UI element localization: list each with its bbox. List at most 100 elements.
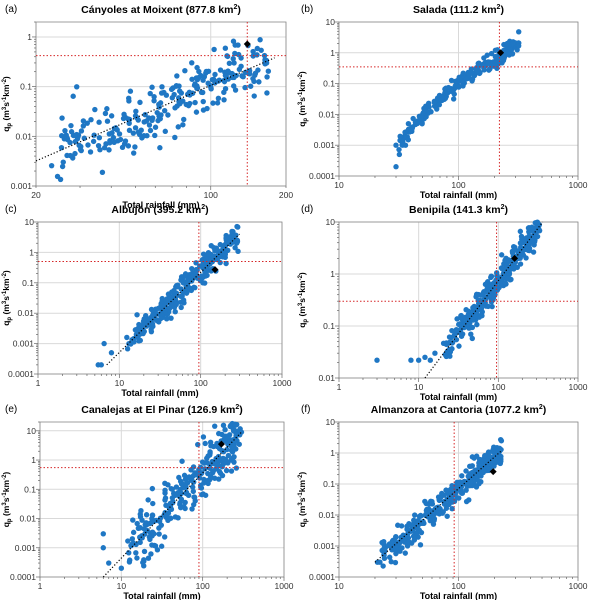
trend-line: [35, 57, 275, 162]
data-point: [101, 145, 108, 151]
data-point: [59, 163, 66, 170]
data-point: [397, 133, 403, 139]
data-point: [208, 251, 214, 258]
data-point: [204, 272, 210, 279]
data-point: [230, 445, 236, 451]
data-point: [184, 480, 191, 486]
data-point: [133, 108, 139, 114]
data-point: [411, 522, 417, 529]
data-point: [208, 443, 214, 449]
data-point: [257, 37, 263, 43]
data-point: [223, 467, 230, 474]
x-axis-label: Total rainfall (mm): [420, 591, 497, 600]
data-point: [175, 124, 181, 130]
data-point: [252, 72, 258, 78]
data-point: [181, 273, 187, 280]
data-point: [393, 164, 399, 170]
data-point: [466, 308, 472, 315]
data-point: [171, 91, 177, 98]
data-point: [162, 480, 168, 487]
data-point: [99, 169, 106, 176]
data-point: [212, 71, 218, 78]
data-point: [438, 94, 445, 101]
data-point: [412, 512, 418, 518]
x-tick-label: 100: [451, 581, 465, 591]
data-point: [191, 494, 197, 500]
data-point: [467, 479, 474, 485]
y-tick-label: 0.001: [13, 339, 35, 349]
y-tick-label: 0.0001: [309, 572, 335, 582]
data-point: [381, 538, 387, 545]
data-point: [141, 526, 148, 532]
data-point: [158, 543, 165, 549]
x-tick-label: 1000: [569, 382, 588, 392]
y-tick-label: 0.01: [318, 373, 335, 383]
data-point: [211, 244, 217, 251]
data-point: [509, 40, 516, 47]
trend-line: [106, 233, 240, 366]
data-point: [406, 539, 413, 546]
data-point: [118, 565, 125, 571]
data-point: [163, 92, 170, 98]
data-point: [506, 267, 512, 273]
data-point: [231, 60, 237, 66]
data-point: [157, 145, 163, 151]
plot-frame: [338, 221, 579, 379]
data-point: [231, 459, 237, 465]
y-tick-label: 0.0001: [8, 369, 34, 379]
data-point: [408, 528, 414, 534]
data-point: [239, 73, 246, 80]
data-point: [415, 517, 422, 524]
data-point: [479, 313, 485, 319]
data-point: [461, 478, 468, 485]
x-tick-label: 10: [334, 180, 344, 190]
data-point: [234, 239, 240, 246]
y-axis-label: qp (m3s-1km-2): [297, 472, 309, 528]
data-point: [478, 473, 484, 479]
panel-label: (e): [5, 404, 17, 415]
data-point: [238, 429, 245, 435]
data-point: [199, 262, 205, 269]
y-axis-label: qp (m3s-1km-2): [1, 270, 13, 326]
data-point: [126, 127, 133, 134]
data-point: [147, 520, 153, 527]
data-point: [411, 532, 418, 539]
data-point: [166, 505, 173, 511]
data-point: [232, 87, 239, 93]
data-point: [231, 439, 238, 446]
data-point: [486, 67, 492, 73]
data-point: [256, 79, 262, 85]
data-point: [492, 47, 499, 53]
data-point: [386, 543, 393, 549]
data-point: [427, 518, 433, 524]
data-point: [126, 550, 132, 556]
data-point: [450, 96, 457, 102]
data-point: [454, 485, 460, 491]
data-point: [483, 460, 490, 466]
data-point: [130, 150, 137, 156]
data-point: [393, 142, 399, 148]
x-tick-label: 1: [38, 581, 43, 591]
data-point: [80, 118, 87, 124]
data-point: [148, 551, 154, 557]
data-point: [143, 512, 150, 518]
panel-label: (d): [301, 204, 313, 215]
data-point: [232, 42, 238, 48]
data-point: [81, 135, 87, 141]
data-point: [191, 501, 197, 508]
y-tick-label: 1: [330, 448, 335, 458]
data-point: [460, 315, 466, 322]
highlight-diamond-marker: [511, 254, 519, 262]
data-point: [193, 109, 200, 115]
data-point: [85, 142, 91, 148]
data-point: [106, 560, 112, 566]
data-point: [205, 262, 211, 269]
data-point: [147, 536, 153, 543]
data-point: [173, 484, 180, 490]
data-point: [502, 48, 509, 54]
data-point: [422, 512, 429, 519]
data-point: [213, 443, 220, 449]
y-tick-label: 0.0001: [10, 572, 36, 582]
data-point: [159, 84, 165, 90]
